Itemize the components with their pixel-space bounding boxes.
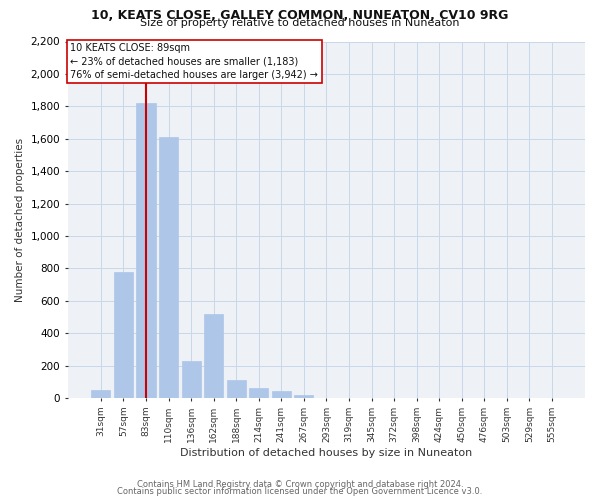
Y-axis label: Number of detached properties: Number of detached properties xyxy=(15,138,25,302)
Bar xyxy=(272,392,291,398)
Bar xyxy=(114,272,133,398)
Bar xyxy=(249,388,268,398)
Bar xyxy=(294,394,313,398)
Text: 10 KEATS CLOSE: 89sqm
← 23% of detached houses are smaller (1,183)
76% of semi-d: 10 KEATS CLOSE: 89sqm ← 23% of detached … xyxy=(70,44,318,80)
X-axis label: Distribution of detached houses by size in Nuneaton: Distribution of detached houses by size … xyxy=(180,448,473,458)
Bar xyxy=(182,360,200,398)
Bar xyxy=(204,314,223,398)
Text: 10, KEATS CLOSE, GALLEY COMMON, NUNEATON, CV10 9RG: 10, KEATS CLOSE, GALLEY COMMON, NUNEATON… xyxy=(91,9,509,22)
Bar xyxy=(227,380,246,398)
Bar xyxy=(136,103,155,398)
Bar xyxy=(159,137,178,398)
Bar xyxy=(91,390,110,398)
Text: Size of property relative to detached houses in Nuneaton: Size of property relative to detached ho… xyxy=(140,18,460,28)
Text: Contains public sector information licensed under the Open Government Licence v3: Contains public sector information licen… xyxy=(118,488,482,496)
Text: Contains HM Land Registry data © Crown copyright and database right 2024.: Contains HM Land Registry data © Crown c… xyxy=(137,480,463,489)
